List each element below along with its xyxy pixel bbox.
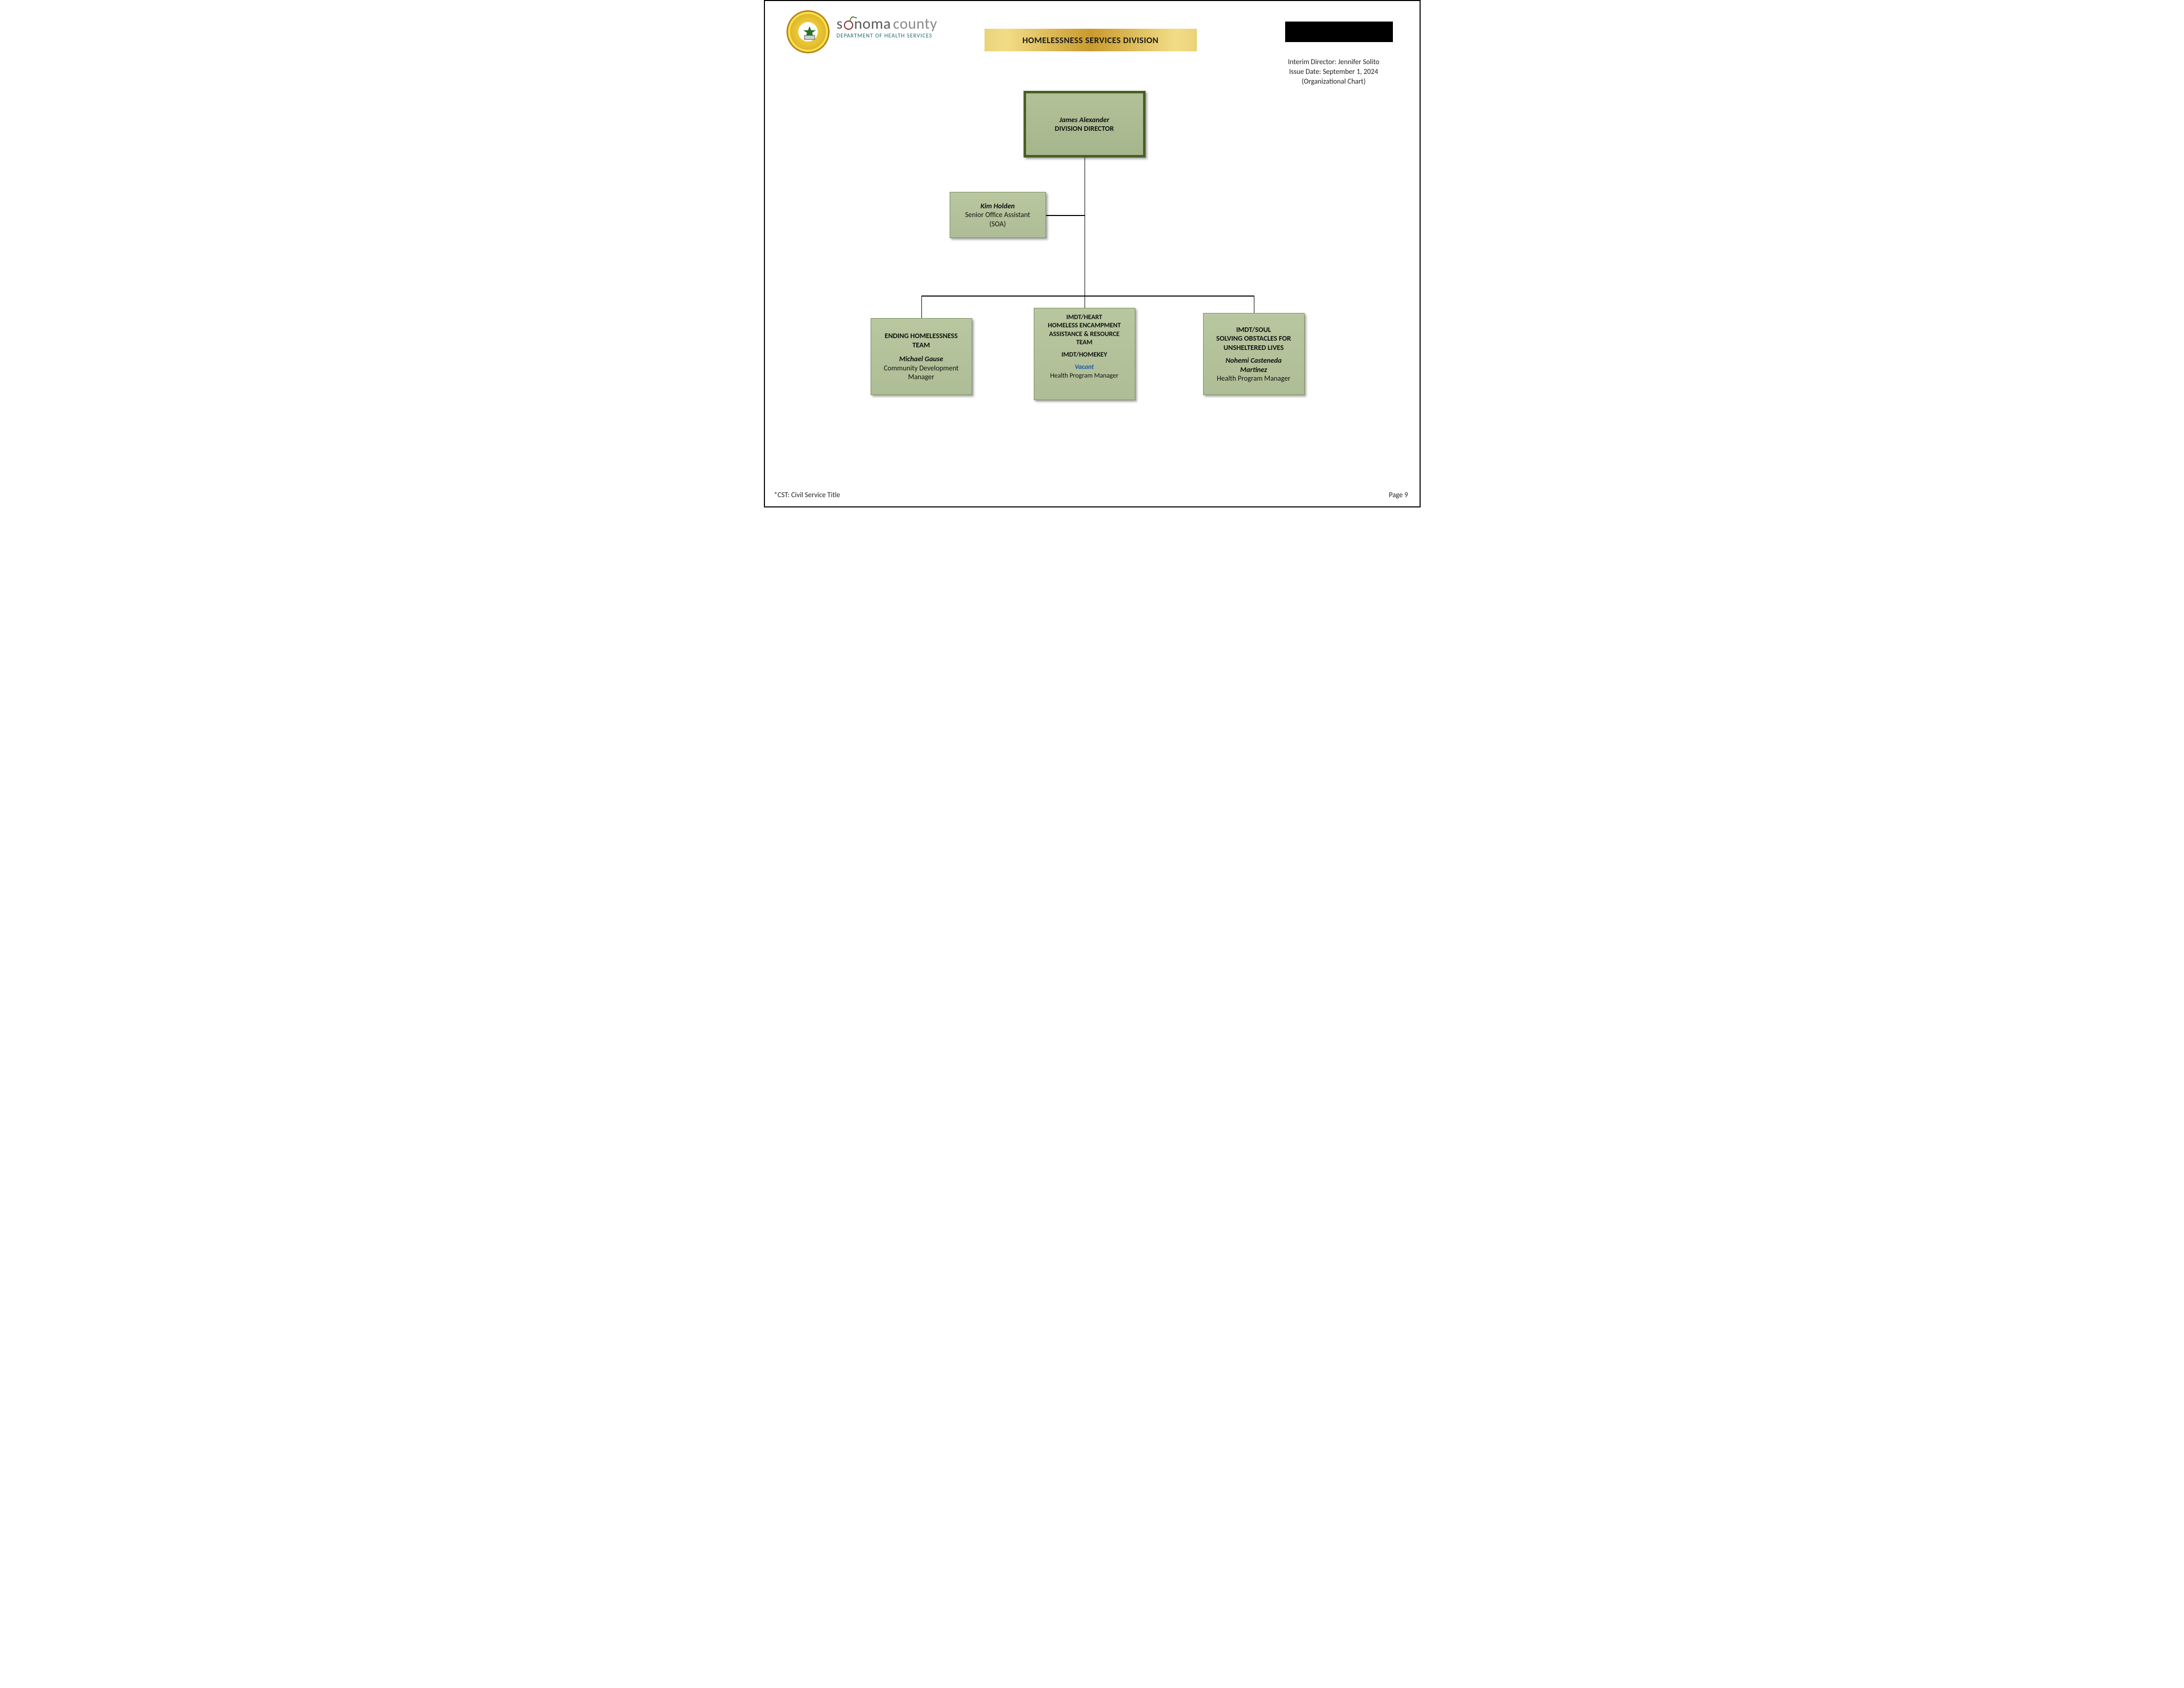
node-division-director: James Alexander DIVISION DIRECTOR [1024, 91, 1146, 158]
team3-title-l1: IMDT/SOUL [1236, 325, 1271, 335]
title-banner: HOMELESSNESS SERVICES DIVISION [985, 29, 1197, 51]
redacted-block [1285, 22, 1393, 42]
node-senior-office-assistant: Kim Holden Senior Office Assistant (SOA) [950, 192, 1046, 238]
team2-title-l4: TEAM [1076, 339, 1093, 347]
team2-title-l2: HOMELESS ENCAMPMENT [1048, 322, 1120, 330]
logo-noma: noma [854, 14, 891, 33]
dept-name-line1: snomacounty [837, 16, 937, 32]
county-seal-icon [786, 10, 830, 53]
soa-role-line1: Senior Office Assistant [965, 210, 1030, 220]
cherry-o-icon [844, 21, 853, 30]
connector-line [921, 296, 922, 318]
team2-vacant: Vacant [1075, 363, 1094, 371]
footer-page-number: Page 9 [1389, 490, 1408, 499]
team1-name: Michael Gause [899, 355, 943, 364]
team2-role: Health Program Manager [1050, 372, 1118, 380]
team2-title-l6: IMDT/HOMEKEY [1061, 351, 1107, 359]
team3-role: Health Program Manager [1217, 374, 1290, 383]
department-logo: snomacounty DEPARTMENT OF HEALTH SERVICE… [837, 16, 937, 38]
team1-title-l1: ENDING HOMELESSNESS [884, 331, 957, 341]
meta-chart-label: (Organizational Chart) [1275, 77, 1393, 87]
seal-inner-icon [801, 25, 818, 42]
team2-title-l3: ASSISTANCE & RESOURCE [1049, 330, 1119, 339]
node-imdt-soul: IMDT/SOUL SOLVING OBSTACLES FOR UNSHELTE… [1203, 313, 1305, 395]
soa-role-line2: (SOA) [989, 220, 1006, 229]
header-meta: Interim Director: Jennifer Solito Issue … [1275, 57, 1393, 87]
connector-line [1254, 296, 1255, 313]
team1-title-l2: TEAM [912, 341, 930, 350]
connector-line [1046, 215, 1085, 216]
team1-role-l1: Community Development [883, 364, 958, 373]
node-ending-homelessness-team: ENDING HOMELESSNESS TEAM Michael Gause C… [871, 318, 972, 395]
org-chart-page: snomacounty DEPARTMENT OF HEALTH SERVICE… [764, 0, 1421, 507]
footer-cst-note: *CST: Civil Service Title [774, 490, 840, 499]
connector-line [1085, 158, 1086, 296]
team3-title-l3: UNSHELTERED LIVES [1224, 343, 1284, 352]
team3-name-l1: Nohemi Casteneda [1226, 356, 1282, 365]
team3-name-l2: Martinez [1240, 365, 1267, 375]
logo-county: county [893, 14, 937, 33]
connector-line [1085, 296, 1086, 308]
team1-role-l2: Manager [908, 372, 934, 382]
node-imdt-heart-homekey: IMDT/HEART HOMELESS ENCAMPMENT ASSISTANC… [1034, 308, 1135, 400]
logo-letter-s: s [837, 14, 843, 33]
team2-title-l1: IMDT/HEART [1067, 313, 1103, 322]
team3-title-l2: SOLVING OBSTACLES FOR [1216, 334, 1291, 343]
dept-name-line2: DEPARTMENT OF HEALTH SERVICES [837, 33, 937, 38]
director-role: DIVISION DIRECTOR [1055, 124, 1114, 133]
meta-issue-date: Issue Date: September 1, 2024 [1275, 67, 1393, 77]
meta-interim-director: Interim Director: Jennifer Solito [1275, 57, 1393, 67]
connector-line [921, 296, 1254, 297]
director-name: James Alexander [1059, 115, 1109, 125]
soa-name: Kim Holden [980, 202, 1015, 211]
